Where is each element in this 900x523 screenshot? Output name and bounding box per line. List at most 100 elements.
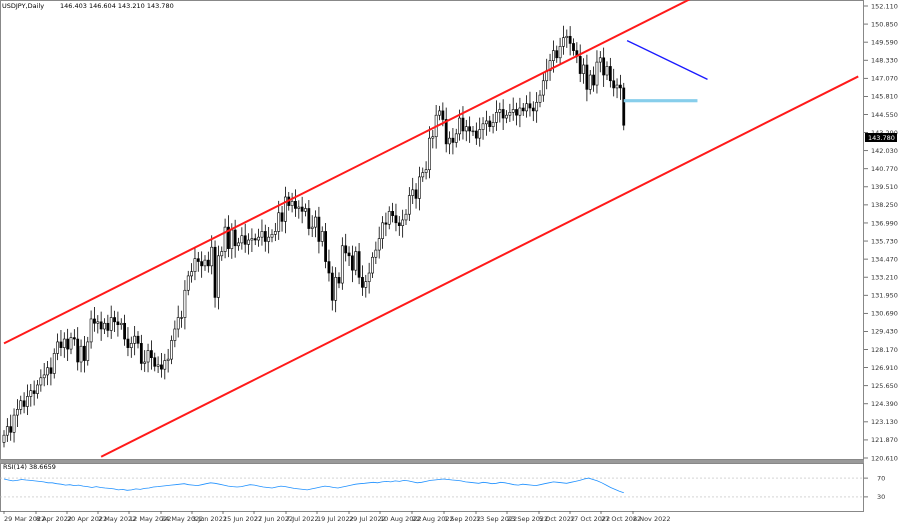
candle [106, 314, 110, 338]
date-tick-label: 8 Nov 2022 [633, 515, 671, 523]
downtrend-line[interactable] [626, 39, 708, 80]
current-price-marker [865, 133, 897, 142]
price-tick-label: 150.850 [871, 20, 898, 28]
candle [414, 183, 418, 209]
candle [431, 129, 435, 149]
candle [297, 200, 301, 219]
candle [146, 343, 150, 373]
candle [538, 90, 542, 108]
candle [488, 115, 492, 132]
price-tick-label: 144.550 [871, 111, 898, 119]
candle [582, 58, 585, 84]
candle [327, 249, 331, 282]
date-tick-label: 24 May 2022 [161, 515, 203, 523]
candle [163, 353, 167, 380]
price-tick-label: 124.390 [871, 400, 898, 408]
lower-channel-line[interactable] [100, 75, 859, 458]
candle [404, 209, 408, 225]
date-tick-label: 1 Sep 2022 [444, 515, 481, 523]
date-tick-label: 5 Oct 2022 [539, 515, 575, 523]
candle [223, 218, 227, 259]
candle [96, 315, 100, 334]
candle [377, 226, 381, 259]
candle [19, 395, 23, 415]
candle [592, 66, 596, 92]
panel-separator[interactable] [0, 460, 864, 463]
price-tick-label: 121.870 [871, 436, 898, 444]
date-tick-label: 3 Jun 2022 [192, 515, 227, 523]
candle [448, 131, 451, 155]
candle [424, 161, 428, 180]
candle [79, 339, 83, 373]
candle [99, 311, 103, 341]
candle [528, 91, 532, 117]
candle [93, 307, 96, 332]
rsi-label: RSI(14) 38.6659 [3, 463, 56, 471]
upper-channel-line[interactable] [3, 0, 708, 345]
candle [407, 187, 411, 221]
price-tick-label: 143.290 [871, 129, 898, 137]
candle [46, 360, 49, 386]
candle [69, 332, 73, 355]
candle [263, 224, 267, 252]
candle [578, 44, 582, 83]
candle [498, 102, 502, 123]
candle [608, 57, 612, 88]
candle [123, 314, 127, 346]
candle [290, 192, 294, 213]
candle [36, 379, 39, 399]
candle [15, 399, 19, 428]
candle [143, 350, 147, 372]
candle [417, 166, 421, 211]
candle [364, 274, 368, 298]
candle [421, 167, 425, 182]
rsi-panel-frame [0, 463, 864, 512]
candle [300, 196, 304, 224]
candle [240, 227, 244, 250]
support-zone[interactable] [623, 99, 698, 103]
candle [320, 226, 324, 247]
price-tick-label: 149.590 [871, 38, 898, 46]
candle [56, 333, 60, 361]
date-tick-label: 7 Jul 2022 [286, 515, 319, 523]
candle [384, 212, 388, 237]
candle [200, 251, 204, 278]
candle [444, 107, 448, 153]
candle [203, 255, 207, 271]
candle [555, 45, 559, 63]
candle [166, 348, 170, 373]
candle [220, 246, 224, 261]
candle [461, 106, 465, 140]
candle [314, 210, 317, 238]
candle [454, 128, 458, 148]
date-tick-label: 19 Jul 2022 [317, 515, 354, 523]
current-price-label: 143.780 [868, 134, 895, 142]
candle [588, 69, 592, 95]
date-tick-label: 17 Oct 2022 [570, 515, 610, 523]
candle [9, 414, 13, 441]
symbol-label: USDJPY,Daily [2, 2, 44, 10]
candle [5, 418, 9, 442]
candle [253, 233, 257, 246]
candle [310, 215, 314, 238]
ohlc-readout: 146.403 146.604 143.210 143.780 [60, 2, 174, 10]
candle [495, 100, 498, 131]
candle [464, 119, 468, 142]
candle [387, 206, 391, 230]
candle [113, 310, 116, 333]
candle [206, 251, 210, 273]
candle [237, 237, 240, 251]
candle [52, 348, 56, 379]
candle [183, 280, 187, 330]
drawing-objects[interactable] [3, 0, 859, 458]
price-tick-label: 152.110 [871, 2, 898, 10]
candle [481, 117, 485, 140]
candle [176, 305, 180, 338]
candle [381, 216, 384, 249]
candle [438, 105, 441, 121]
candle [468, 116, 472, 143]
candle [59, 330, 63, 357]
candle [357, 243, 361, 285]
